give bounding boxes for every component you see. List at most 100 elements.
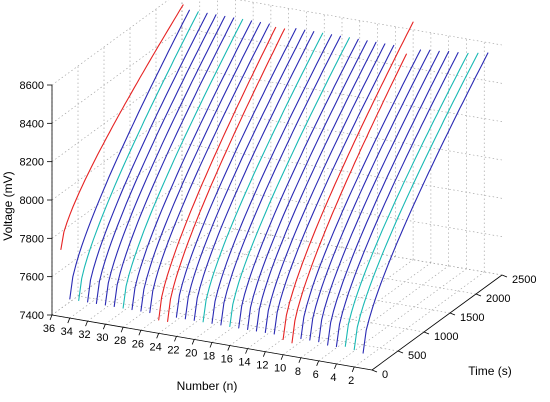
grid-line-floor-n xyxy=(229,250,360,346)
series-line-9 xyxy=(291,53,407,344)
x-tick-label: 28 xyxy=(114,335,126,347)
x-tick-mark xyxy=(209,342,213,348)
series-line-33 xyxy=(78,11,199,301)
grid-line-side-v xyxy=(51,143,183,239)
y-tick-label: 0 xyxy=(382,369,388,381)
y-tick-mark xyxy=(475,293,482,297)
x-tick-mark xyxy=(67,317,71,324)
x-tick-label: 34 xyxy=(61,326,73,338)
y-tick-label: 2500 xyxy=(512,274,536,286)
grid-line-floor-n xyxy=(300,262,432,359)
series-line-18 xyxy=(211,34,333,324)
series-line-31 xyxy=(95,14,217,305)
x-tick-label: 8 xyxy=(295,366,301,378)
x-tick-label: 10 xyxy=(274,363,286,375)
grid-line-floor-n xyxy=(318,265,449,362)
grid-line-floor-n xyxy=(158,238,289,334)
x-tick-label: 24 xyxy=(150,341,162,353)
y-tick-label: 1000 xyxy=(434,331,458,343)
z-tick-label: 7600 xyxy=(20,272,44,284)
x-tick-mark xyxy=(120,327,124,333)
x-tick-label: 14 xyxy=(238,357,250,369)
x-tick-label: 18 xyxy=(203,351,215,363)
y-axis-title: Time (s) xyxy=(468,364,512,378)
grid-line-floor-n xyxy=(87,225,218,322)
grid-line-floor-n xyxy=(336,268,467,365)
x-tick-label: 22 xyxy=(167,344,179,356)
x-tick-label: 36 xyxy=(43,323,55,335)
x-tick-mark xyxy=(156,333,160,339)
x-tick-label: 20 xyxy=(185,347,197,359)
series-line-25 xyxy=(149,23,270,314)
y-tick-label: 1500 xyxy=(460,312,484,324)
x-tick-mark xyxy=(102,324,106,330)
series-line-14 xyxy=(247,40,368,330)
series-line-26 xyxy=(140,21,262,312)
series-line-6 xyxy=(318,50,440,343)
grid-layer xyxy=(51,0,503,371)
y-tick-label: 500 xyxy=(408,350,426,362)
z-tick-label: 7800 xyxy=(20,233,44,245)
grid-line-floor-n xyxy=(51,219,183,316)
grid-line-floor-n xyxy=(105,228,236,325)
series-line-32 xyxy=(87,12,208,303)
series-line-35 xyxy=(60,4,184,250)
series-line-13 xyxy=(255,41,377,332)
series-line-1 xyxy=(362,52,489,354)
grid-line-floor-n xyxy=(122,231,254,328)
series-line-28 xyxy=(122,18,244,309)
z-tick-label: 8400 xyxy=(20,118,44,130)
x-tick-mark xyxy=(316,360,320,366)
grid-line-side-v xyxy=(51,28,183,124)
grid-line-side-v xyxy=(51,0,169,86)
y-tick-mark xyxy=(371,369,378,373)
grid-line-floor-n xyxy=(211,247,343,343)
grid-line-side-v xyxy=(51,104,183,201)
y-tick-mark xyxy=(423,331,430,335)
series-line-8 xyxy=(300,49,422,340)
grid-line-side-v xyxy=(51,66,183,162)
series-layer xyxy=(60,4,489,354)
x-tick-label: 2 xyxy=(348,375,354,387)
series-line-20 xyxy=(193,31,315,321)
grid-line-floor-n xyxy=(69,222,200,319)
series-line-21 xyxy=(184,29,306,320)
tick-labels-layer: 2468101214161820222426283032343605001000… xyxy=(20,80,537,387)
x-tick-label: 12 xyxy=(256,360,268,372)
series-line-12 xyxy=(264,43,386,334)
x-tick-mark xyxy=(227,345,231,351)
y-tick-mark xyxy=(449,312,456,316)
x-tick-mark xyxy=(298,357,302,363)
series-line-16 xyxy=(229,37,350,327)
x-tick-mark xyxy=(334,363,337,370)
x-axis-title: Number (n) xyxy=(177,379,238,393)
y-tick-mark xyxy=(397,350,404,354)
series-line-29 xyxy=(113,17,235,308)
grid-line-floor-n xyxy=(282,259,414,355)
z-axis-title: Voltage (mV) xyxy=(1,171,15,240)
grid-line-floor-n xyxy=(265,256,396,352)
grid-line-floor-n xyxy=(176,241,307,337)
z-tick-label: 7400 xyxy=(20,310,44,322)
series-line-5 xyxy=(327,50,450,346)
series-line-7 xyxy=(309,49,431,341)
grid-line-floor-n xyxy=(354,271,485,368)
series-line-34 xyxy=(69,9,190,300)
y-tick-mark xyxy=(501,274,508,278)
x-tick-label: 26 xyxy=(132,338,144,350)
axes-layer xyxy=(47,84,508,373)
x-tick-mark xyxy=(174,336,177,342)
series-line-19 xyxy=(202,32,324,323)
x-tick-mark xyxy=(280,354,284,360)
x-tick-label: 4 xyxy=(330,372,336,384)
series-line-10 xyxy=(282,21,414,340)
x-tick-mark xyxy=(138,330,142,336)
x-tick-label: 32 xyxy=(78,329,90,341)
series-line-15 xyxy=(238,38,359,329)
series-line-22 xyxy=(175,28,297,318)
series-line-3 xyxy=(344,52,469,347)
z-tick-label: 8200 xyxy=(20,157,44,169)
x-tick-mark xyxy=(262,351,266,357)
